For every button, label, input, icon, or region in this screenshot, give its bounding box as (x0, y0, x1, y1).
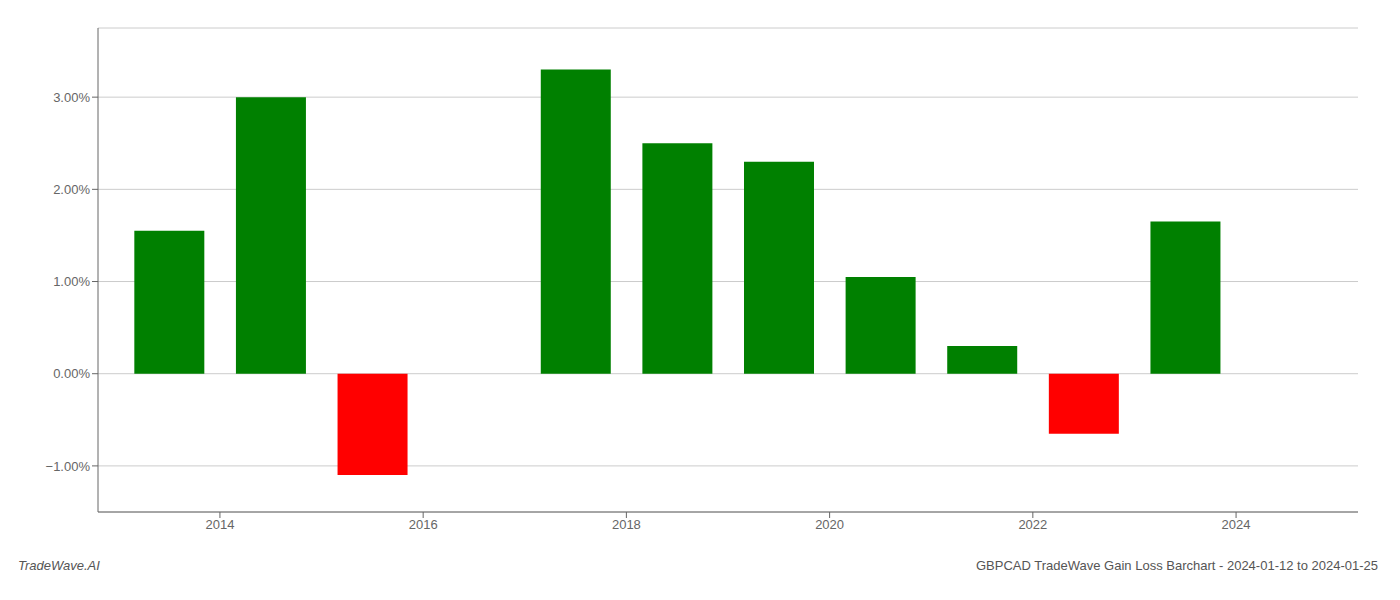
html-text:GBPCAD TradeWave Gain Loss Bar: GBPCAD TradeWave Gain Loss Barchart - 20… (976, 558, 1378, 573)
svg-text:−1.00%: −1.00% (46, 459, 91, 474)
svg-text:0.00%: 0.00% (53, 366, 90, 381)
svg-text:1.00%: 1.00% (53, 274, 90, 289)
html-text:TradeWave.AI: TradeWave.AI (18, 558, 100, 573)
svg-text:2020: 2020 (815, 517, 844, 532)
svg-text:2024: 2024 (1222, 517, 1251, 532)
svg-text:2.00%: 2.00% (53, 182, 90, 197)
svg-text:2022: 2022 (1018, 517, 1047, 532)
svg-text:3.00%: 3.00% (53, 90, 90, 105)
svg-text:2014: 2014 (205, 517, 234, 532)
svg-text:2016: 2016 (409, 517, 438, 532)
svg-text:2018: 2018 (612, 517, 641, 532)
